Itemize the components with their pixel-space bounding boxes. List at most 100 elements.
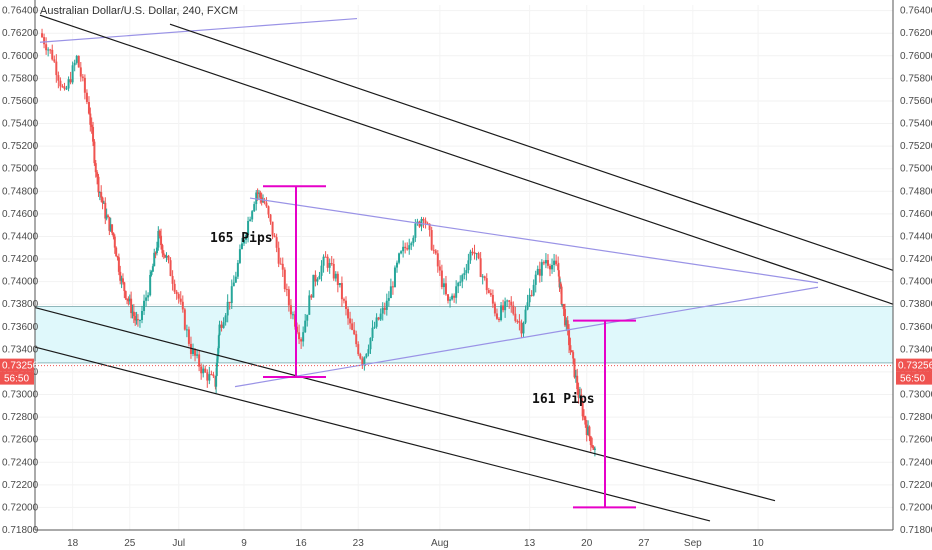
y-tick-label-right: 0.73400 — [900, 344, 932, 355]
candle-up — [102, 202, 105, 204]
candle-up — [367, 349, 370, 354]
y-tick-label-right: 0.75000 — [900, 164, 932, 175]
y-tick-label-right: 0.72400 — [900, 457, 932, 468]
candle-down — [485, 278, 488, 291]
candle-up — [396, 262, 399, 268]
candle-down — [269, 214, 272, 222]
candle-down — [557, 264, 560, 271]
candle-down — [116, 256, 119, 258]
candle-down — [584, 416, 587, 425]
candle-up — [587, 426, 590, 436]
candle-down — [568, 328, 571, 346]
candle-down — [115, 247, 118, 257]
candle-down — [171, 275, 174, 284]
candle-up — [381, 307, 384, 314]
candle-down — [349, 318, 352, 324]
candle-down — [212, 374, 215, 377]
candle-down — [96, 172, 99, 177]
candle-down — [495, 313, 498, 319]
candle-down — [160, 235, 163, 246]
candle-up — [234, 276, 237, 283]
candle-down — [546, 260, 549, 266]
candle-down — [314, 274, 317, 282]
candle-down — [228, 301, 231, 304]
x-tick-label: 27 — [638, 538, 650, 549]
candle-up — [138, 320, 141, 322]
candle-up — [389, 286, 392, 299]
x-axis: 18 25 Jul 9 16 23 Aug 13 20 27 Sep 10 — [67, 538, 764, 549]
candle-down — [557, 270, 560, 277]
y-tick-label-right: 0.75800 — [900, 73, 932, 84]
candle-down — [200, 366, 203, 374]
candle-up — [131, 311, 134, 314]
candle-down — [173, 283, 176, 292]
candle-down — [418, 221, 421, 227]
candle-down — [383, 307, 386, 310]
candle-down — [283, 269, 286, 290]
candle-up — [291, 314, 294, 316]
candle-up — [147, 295, 150, 298]
candle-up — [312, 274, 315, 298]
candle-down — [434, 250, 437, 254]
candle-down — [428, 223, 431, 231]
candle-down — [61, 86, 64, 88]
price-badges: 0.73256 56:50 0.73256 56:50 — [0, 358, 932, 385]
candle-down — [117, 257, 120, 272]
candle-down — [179, 298, 182, 302]
candle-down — [330, 263, 333, 265]
x-tick-label: 25 — [124, 538, 136, 549]
candle-up — [449, 299, 452, 301]
candle-up — [128, 298, 131, 302]
candle-down — [502, 305, 505, 311]
candle-down — [559, 283, 562, 287]
y-tick-label-left: 0.71800 — [2, 525, 39, 536]
candle-up — [578, 394, 581, 398]
candle-down — [43, 37, 46, 45]
annotation-165-pips: 165 Pips — [210, 231, 273, 246]
candle-down — [430, 230, 433, 250]
candle-down — [340, 283, 343, 300]
candle-down — [97, 176, 100, 193]
candle-down — [162, 253, 165, 255]
candle-down — [491, 294, 494, 304]
y-tick-label-right: 0.75400 — [900, 119, 932, 130]
candle-up — [534, 274, 537, 285]
candle-up — [526, 302, 529, 310]
channel-lower-outer — [34, 346, 711, 522]
candle-down — [123, 282, 126, 292]
candle-down — [479, 258, 482, 277]
axis-frame — [34, 0, 894, 531]
candle-up — [400, 251, 403, 254]
candle-down — [136, 319, 139, 321]
candle-down — [126, 298, 129, 300]
candle-up — [218, 324, 221, 336]
candle-down — [592, 446, 595, 450]
annotation-161-pips: 161 Pips — [532, 392, 595, 407]
candle-up — [379, 313, 382, 320]
candle-down — [51, 49, 54, 60]
candle-down — [342, 299, 345, 301]
candle-up — [371, 327, 374, 338]
candle-down — [573, 358, 576, 378]
candle-down — [271, 221, 274, 236]
candle-up — [455, 286, 458, 298]
candle-down — [204, 368, 207, 373]
candle-down — [580, 394, 583, 403]
candle-down — [104, 202, 107, 219]
candle-up — [565, 320, 568, 326]
candle-down — [560, 286, 563, 305]
candle-up — [504, 301, 507, 311]
x-tick-label: Sep — [684, 538, 702, 549]
gridlines — [35, 5, 893, 531]
candle-up — [306, 314, 309, 321]
candle-down — [79, 67, 82, 77]
candle-up — [481, 276, 484, 278]
y-tick-label-right: 0.74800 — [900, 186, 932, 197]
candle-up — [465, 270, 468, 274]
candle-down — [510, 301, 513, 306]
y-tick-label-left: 0.73600 — [2, 322, 39, 333]
y-tick-label-right: 0.74000 — [900, 277, 932, 288]
candle-down — [549, 265, 552, 270]
candle-down — [275, 237, 278, 248]
candle-down — [81, 76, 84, 78]
